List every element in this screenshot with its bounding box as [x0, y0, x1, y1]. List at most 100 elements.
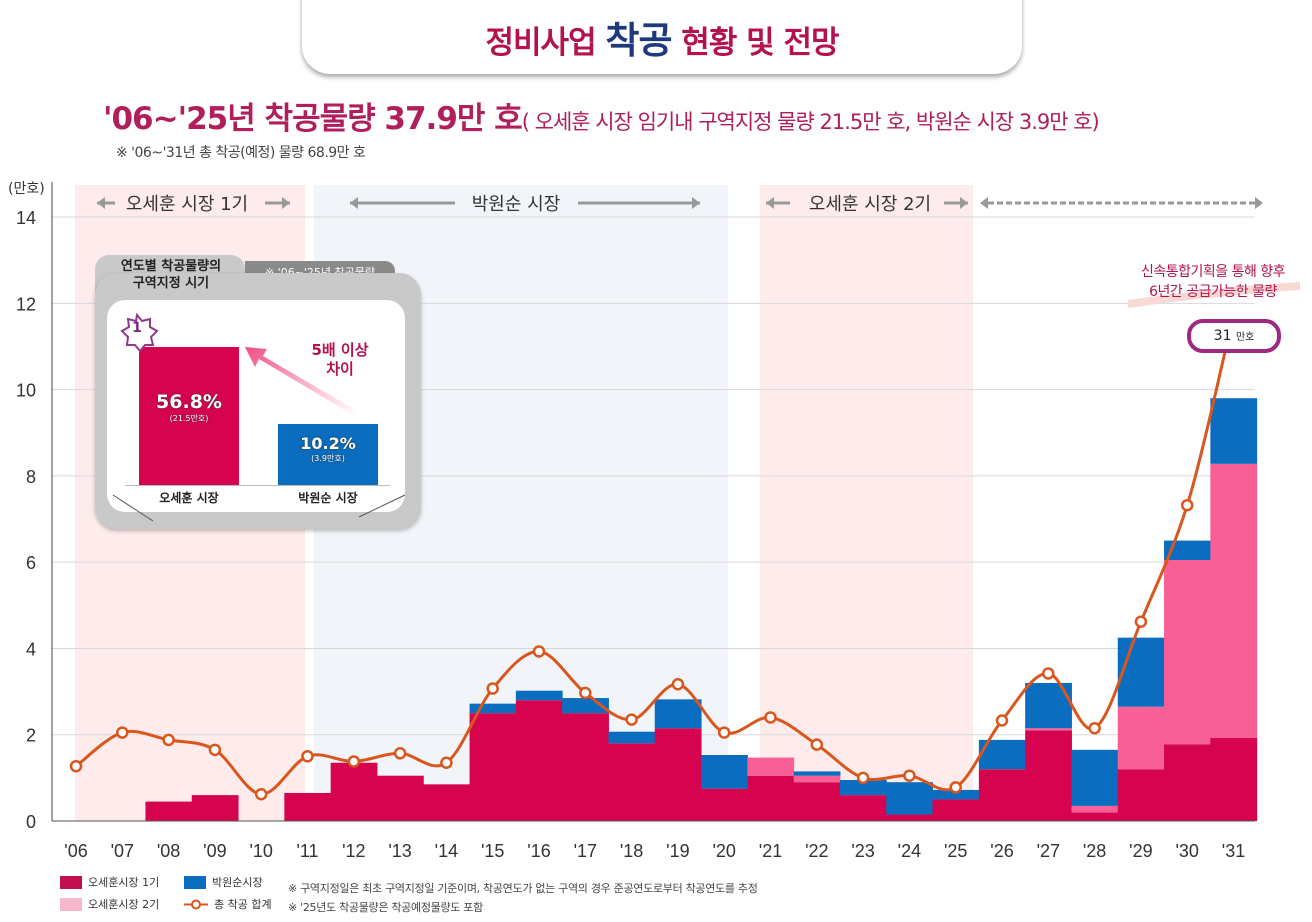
- total-point: [625, 713, 638, 726]
- x-tick-label: '12: [342, 841, 365, 861]
- bar-segment: [1164, 560, 1211, 745]
- total-point: [208, 743, 222, 757]
- bar-segment: [284, 792, 332, 821]
- bar-segment: [1117, 706, 1165, 770]
- arrow-left-icon: [350, 197, 358, 209]
- x-tick-label: '25: [944, 841, 967, 861]
- x-tick-label: '16: [527, 841, 550, 861]
- total-point: [347, 755, 361, 768]
- total-point: [440, 756, 453, 770]
- arrow-right-icon: [692, 197, 700, 209]
- total-point: [162, 733, 175, 747]
- bar-segment: [793, 771, 841, 776]
- bar-segment: [376, 775, 424, 821]
- bar-segment: [793, 775, 841, 783]
- x-tick-label: '11: [296, 841, 318, 861]
- bar-segment: [1210, 737, 1258, 821]
- x-tick-label: '20: [712, 841, 735, 861]
- x-tick-label: '24: [898, 841, 921, 861]
- forecast-annotation: 신속통합기획을 통해 향후 6년간 공급가능한 물량: [1140, 264, 1286, 300]
- total-point: [69, 759, 83, 773]
- bar-segment: [1025, 728, 1072, 731]
- badge-icon: [120, 312, 159, 353]
- total-point: [671, 677, 685, 691]
- footnote: ※ '25년도 착공물량은 착공예정물량도 포함: [288, 901, 483, 914]
- x-tick-label: '08: [157, 841, 180, 861]
- subtitle: '06~'25년 착공물량 37.9만 호( 오세훈 시장 임기내 구역지정 물…: [103, 101, 1100, 137]
- bar-segment: [1071, 805, 1119, 813]
- bar-segment: [654, 699, 702, 729]
- bar-segment: [793, 782, 841, 821]
- arrow-right-icon: [282, 197, 290, 209]
- bar-segment: [747, 775, 795, 821]
- bar-segment: [1164, 744, 1211, 821]
- bar-segment: [701, 754, 748, 789]
- arrow-right-icon: [960, 197, 968, 209]
- x-tick-label: '18: [620, 841, 643, 861]
- bar-segment: [839, 780, 887, 796]
- line-marker-icon: [184, 899, 208, 909]
- total-note: ※ '06~'31년 총 착공(예정) 물량 68.9만 호: [116, 145, 366, 161]
- x-tick-label: '29: [1129, 841, 1152, 861]
- bar-segment: [1117, 769, 1165, 821]
- bar-segment: [1025, 730, 1072, 821]
- y-tick-label: 4: [26, 639, 36, 659]
- bar-segment: [701, 788, 748, 821]
- bar-segment: [932, 799, 980, 821]
- total-point: [254, 788, 268, 801]
- x-tick-label: '13: [388, 841, 411, 861]
- arrow-left-icon: [766, 197, 774, 209]
- arrow-left-icon: [97, 197, 105, 209]
- inset-bar-oh: 56.8% (21.5만호): [139, 347, 239, 485]
- page-title: 정비사업 착공 현황 및 전망: [485, 19, 840, 62]
- legend-park: 박원순시장: [184, 874, 263, 890]
- x-tick-label: '17: [574, 841, 597, 861]
- arrow-up-icon: [112, 312, 406, 522]
- total-point: [1042, 667, 1055, 680]
- x-tick-label: '28: [1083, 841, 1106, 861]
- bar-segment: [145, 801, 193, 821]
- y-tick-label: 6: [26, 553, 36, 573]
- bar-segment: [562, 713, 609, 821]
- x-tick-label: '09: [203, 841, 226, 861]
- x-tick-label: '19: [666, 841, 689, 861]
- diff-label: 5배 이상 차이: [311, 341, 369, 378]
- total-point: [393, 747, 407, 760]
- total-point: [995, 714, 1009, 727]
- total-point: [301, 750, 314, 763]
- total-point: [116, 726, 129, 739]
- bar-segment: [608, 743, 656, 821]
- period-label: 박원순 시장: [472, 194, 561, 215]
- bar-segment: [1071, 749, 1119, 806]
- x-tick-label: '27: [1037, 841, 1060, 861]
- bar-segment: [1117, 637, 1165, 707]
- y-tick-label: 14: [16, 208, 36, 228]
- total-point: [1088, 721, 1101, 735]
- bar-segment: [1164, 540, 1211, 561]
- footnote: ※ 구역지정일은 최초 구역지정일 기준이며, 착공연도가 없는 구역의 경우 …: [288, 882, 758, 895]
- bar-segment: [747, 757, 795, 776]
- total-point: [949, 781, 962, 794]
- bar-segment: [886, 782, 934, 815]
- period-label: 오세훈 시장 2기: [809, 194, 931, 215]
- total-point: [903, 769, 916, 782]
- total-point: [856, 771, 870, 785]
- annotation-highlight: [1128, 282, 1300, 308]
- bar-segment: [1210, 463, 1258, 738]
- y-tick-label: 2: [26, 726, 36, 746]
- x-tick-label: '15: [481, 841, 504, 861]
- period-band: [760, 185, 973, 821]
- y-axis-unit: (만호): [8, 181, 45, 197]
- x-tick-label: '10: [249, 841, 272, 861]
- bar-segment: [330, 762, 378, 821]
- arrow-left-icon: [980, 197, 988, 209]
- x-tick-label: '22: [805, 841, 828, 861]
- bar-segment: [515, 700, 563, 821]
- bar-segment: [978, 769, 1026, 821]
- y-tick-label: 0: [26, 812, 36, 832]
- total-point: [764, 711, 777, 724]
- inset-bar-park: 10.2% (3.9만호): [278, 424, 378, 485]
- bar-segment: [654, 728, 702, 821]
- y-tick-label: 12: [16, 294, 36, 314]
